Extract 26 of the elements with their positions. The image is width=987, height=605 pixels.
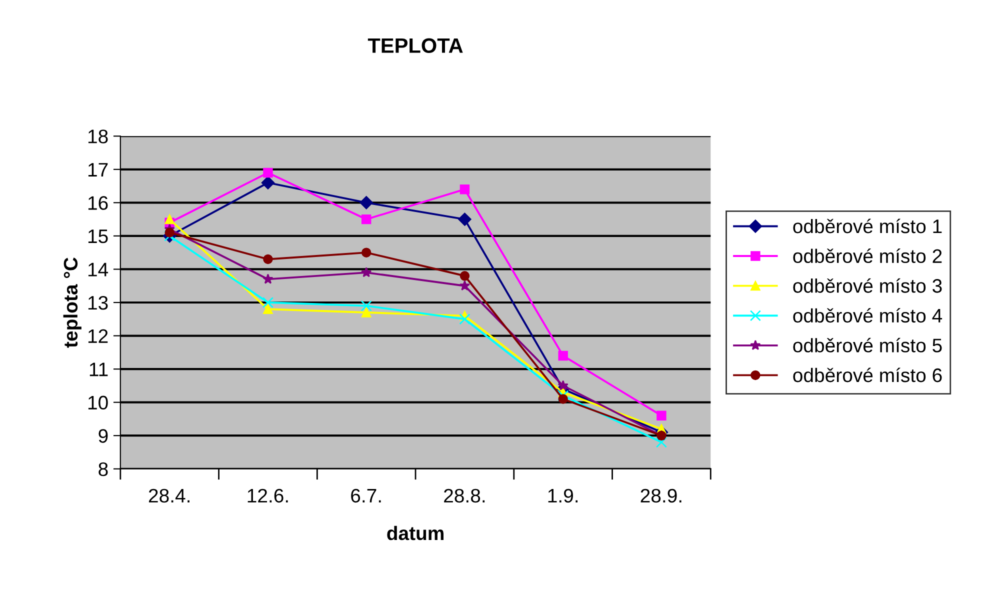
y-tick-label: 14 [88, 262, 108, 276]
x-tick-label: 6.7. [351, 488, 381, 503]
x-tick-label: 28.4. [148, 488, 190, 503]
legend-label: odběrové místo 3 [793, 278, 942, 293]
y-tick-label: 8 [98, 462, 108, 476]
legend-label: odběrové místo 4 [793, 308, 942, 323]
y-tick-label: 11 [90, 362, 108, 376]
y-tick-label: 15 [88, 230, 108, 244]
y-axis-title: teplota °C [63, 258, 82, 348]
y-tick-label: 10 [88, 396, 108, 410]
legend-label: odběrové místo 1 [793, 218, 942, 234]
y-tick-label: 9 [98, 429, 108, 443]
y-tick-label: 16 [88, 196, 108, 210]
x-tick-label: 28.9. [640, 488, 682, 503]
legend-label: odběrové místo 5 [793, 338, 942, 352]
legend-label: odběrové místo 2 [793, 248, 942, 264]
y-tick-label: 17 [88, 163, 108, 176]
chart-title: TEPLOTA [368, 38, 463, 53]
x-axis-title: datum [387, 526, 444, 540]
y-tick-label: 12 [88, 329, 108, 343]
legend-label: odběrové místo 6 [793, 368, 942, 382]
x-tick-label: 12.6. [248, 488, 288, 503]
x-tick-label: 1.9. [548, 488, 578, 503]
y-tick-label: 13 [88, 296, 108, 310]
y-tick-label: 18 [88, 130, 108, 144]
x-tick-label: 28.8. [444, 488, 485, 503]
